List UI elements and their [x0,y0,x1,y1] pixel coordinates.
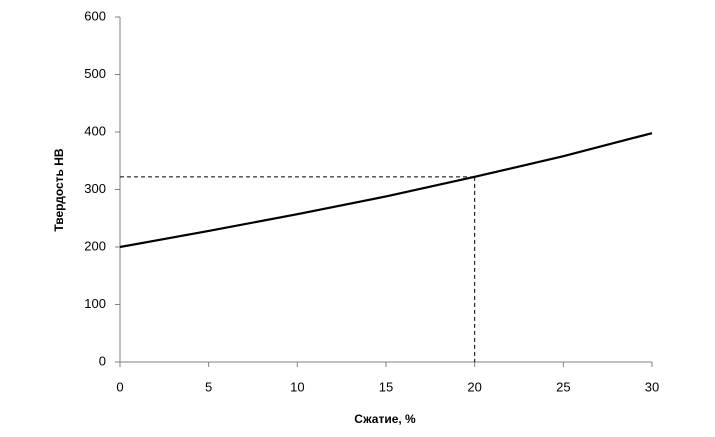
y-tick-label: 200 [84,238,106,253]
x-axis-label: Сжатие, % [354,412,416,426]
x-tick-label: 10 [290,379,304,394]
data-line [119,132,653,249]
y-tick-label: 400 [84,123,106,138]
x-tick-label: 15 [379,379,393,394]
x-tick-label: 30 [645,379,659,394]
x-tick-label: 25 [556,379,570,394]
y-tick-label: 500 [84,66,106,81]
x-tick-label: 0 [116,379,123,394]
y-tick-label: 100 [84,296,106,311]
y-tick-label: 300 [84,181,106,196]
x-tick-label: 20 [467,379,481,394]
x-tick-label: 5 [205,379,212,394]
y-tick-label: 0 [99,353,106,368]
y-axis-label: Твердость HB [52,148,66,232]
y-tick-label: 600 [84,8,106,23]
